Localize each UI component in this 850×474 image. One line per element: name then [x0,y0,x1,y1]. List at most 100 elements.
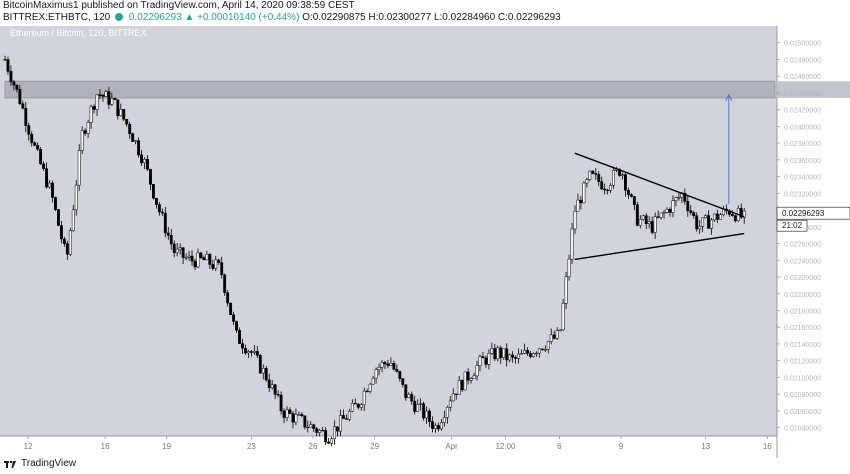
candle-body [537,348,541,354]
x-tick-label: 13 [701,442,710,451]
candle-body [339,415,342,432]
candle-body [9,71,13,83]
candle-body [152,184,155,199]
candle-body [719,214,722,220]
candle-body [665,208,669,213]
y-tick-label: 0.02500000 [784,41,821,48]
y-tick-label: 0.02240000 [784,258,821,265]
x-tick-label: 29 [370,442,379,451]
candle-body [116,99,120,117]
y-tick-label: 0.02440000 [784,91,821,98]
candle-body [362,390,366,406]
x-tick-label: 12 [24,442,33,451]
candle-body [15,84,19,90]
candle-body [502,348,506,358]
candle-body [169,235,173,245]
candle-body [739,208,743,218]
candle-body [300,414,304,416]
x-tick-label: 26 [309,442,318,451]
candle-body [644,215,648,224]
time-axis-panel [0,436,777,458]
candle-body [677,197,681,199]
candle-body [119,109,123,117]
candle-body [624,174,627,191]
candle-body [110,98,114,105]
candle-body [469,378,473,381]
candle-body [484,357,488,365]
candle-body [249,351,253,353]
candle-body [570,228,574,260]
candle-body [128,123,132,134]
last-price-box [776,206,850,220]
resistance-zone-axis [777,81,850,98]
candle-body [428,410,431,422]
candle-body [223,274,227,293]
candle-body [279,394,283,412]
y-tick-label: 0.02420000 [784,108,821,115]
y-tick-label: 0.02140000 [784,342,821,349]
candle-body [419,403,423,405]
candle-body [674,197,678,201]
candle-body [701,217,705,227]
candle-body [59,225,63,240]
candle-body [730,214,734,216]
candle-body [98,94,102,96]
candle-body [273,384,277,395]
candle-body [671,200,675,213]
candle-body [54,197,57,210]
candle-body [475,365,479,377]
candle-body [656,216,660,218]
candle-body [294,414,298,423]
candle-body [246,351,250,354]
y-tick-label: 0.02380000 [784,141,821,148]
candle-body [288,409,292,414]
candle-body [92,106,96,110]
tradingview-logo-icon [4,460,16,468]
candle-body [175,248,179,253]
candle-body [621,174,624,176]
candle-body [401,378,405,385]
chart-area[interactable]: Ethereum / Bitcoin, 120, BITTREX 0.025000… [0,26,850,458]
candle-body [104,91,108,97]
candle-body [597,174,601,182]
candle-body [668,208,672,213]
price-chart[interactable]: Ethereum / Bitcoin, 120, BITTREX 0.025000… [0,26,850,458]
candle-body [689,210,693,213]
candle-body [18,89,22,105]
candle-body [264,368,268,381]
candle-body [333,426,336,440]
candle-body [404,384,408,399]
candle-body [567,258,571,278]
candle-body [3,59,7,61]
candle-body [416,404,420,412]
candle-body [330,438,333,444]
candle-body [353,402,357,405]
candle-body [695,215,699,230]
candle-body [526,349,529,354]
candle-body [466,371,470,381]
candle-body [716,213,719,220]
candle-body [327,441,331,444]
candle-body [137,140,141,156]
candle-body [594,173,598,175]
candle-body [235,321,238,331]
candle-body [683,192,687,202]
candle-body [196,252,200,268]
candle-body [208,254,212,265]
countdown-label: 21:02 [782,221,803,230]
candle-body [487,353,491,365]
countdown-box [776,219,808,232]
candle-body [612,170,616,186]
y-tick-label: 0.02220000 [784,275,821,282]
candle-body [434,425,437,429]
candle-body [523,349,526,354]
y-tick-label: 0.02460000 [784,74,821,81]
candle-body [707,215,711,229]
candle-body [57,209,60,226]
candle-body [202,257,206,261]
candle-body [635,204,639,226]
footer-brand: TradingView [21,458,77,469]
footer: TradingView [4,458,76,469]
candle-body [95,94,99,110]
candle-body [214,259,218,269]
